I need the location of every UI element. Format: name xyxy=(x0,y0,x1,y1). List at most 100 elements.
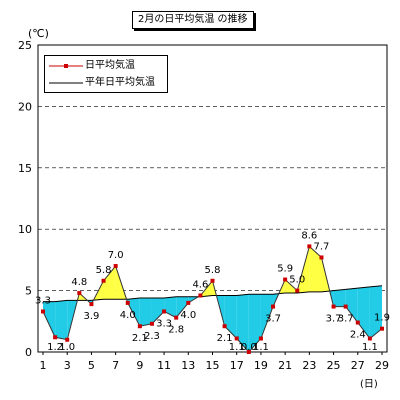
x-tick-label: 25 xyxy=(327,359,341,372)
data-label: 2.4 xyxy=(350,330,366,341)
fill-segment xyxy=(55,300,68,340)
data-point xyxy=(319,255,324,260)
data-label: 5.8 xyxy=(96,265,112,276)
fill-segment xyxy=(164,296,177,318)
legend: 日平均気温 平年日平均気温 xyxy=(44,55,168,93)
data-point xyxy=(380,326,384,331)
x-tick-label: 11 xyxy=(157,359,171,372)
data-label: 3.3 xyxy=(156,318,172,329)
x-tick-label: 13 xyxy=(181,359,195,372)
legend-marker-normal xyxy=(49,82,83,84)
data-point xyxy=(343,304,348,309)
data-point xyxy=(41,309,45,314)
fill-segment xyxy=(139,297,152,327)
data-point xyxy=(283,277,288,282)
fill-segment xyxy=(43,301,56,338)
data-label: 3.3 xyxy=(35,295,51,306)
data-label: 4.0 xyxy=(120,310,136,321)
data-label: 5.9 xyxy=(277,264,293,275)
data-point xyxy=(53,335,58,340)
data-point xyxy=(162,309,167,314)
x-tick-label: 17 xyxy=(230,359,244,372)
data-label: 3.7 xyxy=(338,314,354,325)
fill-segment xyxy=(127,297,140,327)
data-point xyxy=(355,320,360,325)
data-point xyxy=(174,315,179,320)
chart-title: 2月の日平均気温 の推移 xyxy=(132,11,254,29)
data-point xyxy=(101,278,106,283)
data-point xyxy=(331,304,336,309)
fill-segment xyxy=(345,288,358,323)
data-point xyxy=(89,302,94,307)
data-label: 2.1 xyxy=(132,333,148,344)
y-tick-label: 0 xyxy=(25,346,32,359)
legend-item-daily: 日平均気温 xyxy=(45,59,165,73)
data-point xyxy=(149,321,154,326)
data-point xyxy=(258,336,263,341)
data-label: 5.0 xyxy=(289,275,305,286)
data-point xyxy=(367,336,372,341)
data-label: 4.8 xyxy=(71,277,87,288)
fill-segment xyxy=(309,246,322,292)
y-tick-label: 10 xyxy=(18,223,32,236)
x-tick-label: 23 xyxy=(302,359,316,372)
data-label: 5.8 xyxy=(205,265,221,276)
plot-area xyxy=(37,44,388,353)
data-point xyxy=(113,264,118,269)
y-tick-label: 5 xyxy=(25,285,32,298)
data-label: 2.8 xyxy=(168,325,184,336)
fill-segment xyxy=(151,297,165,324)
series-line-normal xyxy=(43,285,383,303)
legend-marker-daily xyxy=(49,64,83,68)
x-tick-label: 5 xyxy=(88,359,95,372)
x-tick-label: 15 xyxy=(206,359,220,372)
data-point xyxy=(137,324,142,329)
data-point xyxy=(246,350,251,354)
data-label: 3.9 xyxy=(83,311,99,322)
x-tick-label: 27 xyxy=(351,359,365,372)
data-point xyxy=(222,324,227,329)
x-tick-label: 1 xyxy=(40,359,47,372)
data-label: 1.9 xyxy=(374,313,390,324)
data-label: 2.1 xyxy=(217,333,233,344)
y-tick-label: 20 xyxy=(18,100,32,113)
data-point xyxy=(65,337,70,342)
fill-segment xyxy=(103,266,116,300)
data-point xyxy=(210,278,215,283)
data-point xyxy=(77,291,82,296)
y-tick-label: 25 xyxy=(18,39,32,52)
data-point xyxy=(186,300,191,305)
x-tick-label: 7 xyxy=(112,359,119,372)
data-label: 3.7 xyxy=(265,314,281,325)
legend-label-normal: 平年日平均気温 xyxy=(85,77,155,88)
data-point xyxy=(307,244,312,249)
fill-segment xyxy=(224,295,237,339)
data-point xyxy=(125,300,130,305)
data-label: 1.2 xyxy=(47,342,63,353)
x-tick-label: 19 xyxy=(254,359,268,372)
data-point xyxy=(295,288,300,293)
legend-label-daily: 日平均気温 xyxy=(85,60,135,71)
fill-segment xyxy=(176,296,189,318)
fill-segment xyxy=(236,294,249,352)
fill-segment xyxy=(357,286,370,339)
data-label: 4.0 xyxy=(180,310,196,321)
legend-item-normal: 平年日平均気温 xyxy=(45,76,165,90)
fill-segment xyxy=(260,294,274,339)
x-tick-label: 21 xyxy=(278,359,292,372)
data-point xyxy=(271,304,276,309)
data-label: 1.1 xyxy=(229,342,245,353)
data-label: 1.0 xyxy=(59,342,75,353)
data-label: 7.7 xyxy=(314,241,330,252)
data-label: 7.0 xyxy=(108,250,124,261)
x-tick-label: 29 xyxy=(375,359,389,372)
fill-segment xyxy=(248,294,261,352)
data-label: 1.1 xyxy=(362,342,378,353)
fill-segment xyxy=(369,285,382,339)
x-axis-unit: (日) xyxy=(360,379,378,390)
x-tick-label: 9 xyxy=(136,359,143,372)
data-label: 8.6 xyxy=(301,230,317,241)
data-label: 1.1 xyxy=(253,342,269,353)
data-label: 0.0 xyxy=(241,342,257,353)
